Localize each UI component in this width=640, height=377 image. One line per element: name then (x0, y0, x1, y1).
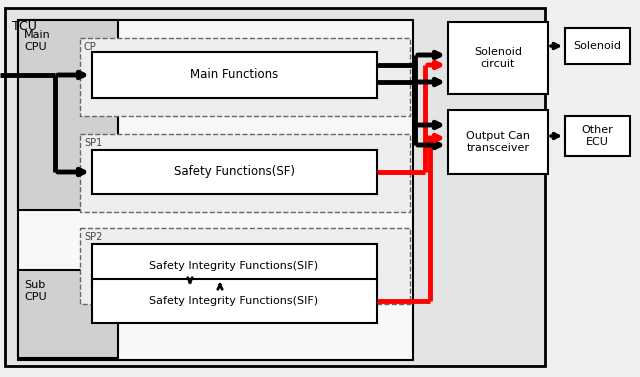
Text: TCU: TCU (12, 20, 37, 33)
Bar (92, 150, 377, 194)
Bar (92, 279, 377, 323)
Bar (80, 228, 410, 304)
Bar (18, 20, 413, 360)
Text: Other
ECU: Other ECU (581, 125, 613, 147)
Bar (92, 244, 377, 288)
Text: SP2: SP2 (84, 232, 102, 242)
Bar (415, 8, 545, 366)
Text: Solenoid
circuit: Solenoid circuit (474, 47, 522, 69)
Bar (80, 38, 410, 116)
Bar (448, 110, 548, 174)
Bar (80, 134, 410, 212)
Text: Main
CPU: Main CPU (24, 30, 51, 52)
Bar (18, 20, 118, 210)
Bar (448, 22, 548, 94)
Text: SP1: SP1 (84, 138, 102, 148)
Text: Main Functions: Main Functions (190, 69, 278, 81)
Text: Safety Functions(SF): Safety Functions(SF) (173, 166, 294, 178)
Text: Safety Integrity Functions(SIF): Safety Integrity Functions(SIF) (149, 296, 319, 306)
Bar (565, 28, 630, 64)
Bar (565, 116, 630, 156)
Bar (92, 52, 377, 98)
Bar (18, 270, 118, 358)
Bar (5, 8, 545, 366)
Text: Output Can
transceiver: Output Can transceiver (466, 131, 530, 153)
Text: CP: CP (84, 42, 97, 52)
Text: Sub
CPU: Sub CPU (24, 280, 47, 302)
Text: Safety Integrity Functions(SIF): Safety Integrity Functions(SIF) (149, 261, 319, 271)
Text: Solenoid: Solenoid (573, 41, 621, 51)
